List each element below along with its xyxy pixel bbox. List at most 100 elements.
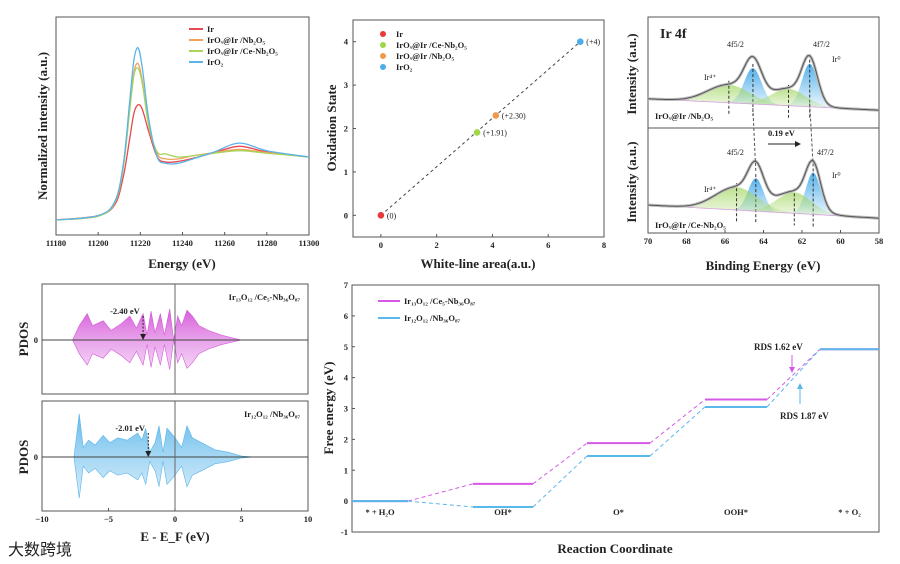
- xps-title: Ir 4f: [660, 27, 687, 42]
- oxidation-x-tick-label: 4: [490, 240, 495, 250]
- xanes-chart: Energy (eV) Normalized intensity (a.u.) …: [35, 16, 320, 271]
- xanes-x-tick-label: 11300: [299, 238, 320, 248]
- pdos-x-tick-label: 0: [173, 514, 177, 524]
- watermark-logo: 大数跨境: [8, 540, 72, 559]
- oxidation-legend-label: IrOₓ@Ir /Ce-Nb₂O₅: [396, 40, 467, 50]
- oxidation-y-tick-label: 3: [344, 80, 348, 90]
- energy-connector-dashed-line: [649, 399, 706, 444]
- xanes-y-axis-title: Normalized intensity (a.u.): [35, 52, 50, 200]
- pdos-panel-label: Ir₁₂O₁₂ /Nb₃₆O₈₇: [244, 409, 300, 419]
- oxidation-y-tick-label: 1: [344, 167, 348, 177]
- pdos-zero-label: 0: [34, 335, 38, 345]
- oxidation-legend-marker: [380, 53, 386, 59]
- peak-label-ir4-top: Ir⁴⁺: [704, 73, 716, 82]
- oxidation-y-tick-label: 2: [344, 124, 348, 134]
- xanes-series-line: [55, 66, 310, 221]
- oxidation-data-point: [473, 129, 481, 136]
- energy-connector-dashed-line: [532, 442, 588, 485]
- xps-x-tick-label: 64: [759, 236, 768, 246]
- oxidation-data-point: [576, 38, 584, 45]
- free-energy-y-tick-label: 1: [344, 465, 348, 475]
- xps-x-tick-label: 70: [644, 236, 653, 246]
- peak-shift-guide-line: [752, 107, 757, 173]
- free-energy-y-tick-label: -1: [341, 527, 348, 537]
- oxidation-legend-label: IrO₂: [396, 62, 413, 72]
- oxidation-y-tick-label: 4: [344, 37, 349, 47]
- ir4-component-peak: [648, 187, 879, 219]
- ir0-component-peak: [648, 68, 879, 111]
- energy-connector-dashed-line: [649, 406, 706, 457]
- pdos-y-axis-title-bottom: PDOS: [16, 440, 31, 475]
- xps-chart: Ir 4f Binding Energy (eV) Intensity (a.u…: [624, 16, 883, 273]
- oxidation-fit-line: [380, 41, 581, 216]
- pdos-x-tick-label: −10: [35, 514, 48, 524]
- energy-connector-dashed-line: [407, 483, 474, 502]
- free-energy-y-tick-label: 0: [344, 496, 348, 506]
- xps-y-axis-title-top: Intensity (a.u.): [624, 33, 639, 114]
- xanes-series-line: [55, 47, 310, 221]
- peak-label-4f52-bottom: 4f5/2: [727, 148, 744, 157]
- peak-label-4f72-bottom: 4f7/2: [817, 148, 834, 157]
- pdos-panel-label: Ir₁₃O₁₂ /Ce₅-Nb₃₆O₈₇: [229, 292, 301, 302]
- ir4-component-peak: [648, 88, 879, 111]
- oxidation-x-tick-label: 8: [602, 240, 606, 250]
- rds-label-blue: RDS 1.87 eV: [780, 411, 829, 421]
- oxidation-y-tick-label: 0: [344, 210, 348, 220]
- pdos-x-axis-title: E - E_F (eV): [140, 529, 209, 544]
- free-energy-y-tick-label: 3: [344, 404, 348, 414]
- ir0-component-peak: [648, 172, 879, 219]
- energy-connector-dashed-line: [407, 500, 474, 508]
- oxidation-data-point: [377, 212, 385, 219]
- pdos-area: [72, 308, 308, 370]
- ir4-component-peak: [648, 192, 879, 219]
- oxidation-data-point: [492, 112, 500, 119]
- pdos-y-axis-title-top: PDOS: [16, 322, 31, 357]
- peak-label-4f72-top: 4f7/2: [813, 40, 830, 49]
- oxidation-point-label: (+1.91): [483, 128, 507, 137]
- xanes-x-tick-label: 11280: [256, 238, 277, 248]
- reaction-step-label: * + H₂O: [365, 507, 395, 517]
- xanes-legend-label: IrO₂: [207, 57, 224, 67]
- xps-x-tick-label: 68: [682, 236, 691, 246]
- oxidation-y-axis-title: Oxidation State: [324, 84, 339, 171]
- xanes-series-line: [55, 103, 310, 221]
- pdos-x-tick-label: −5: [104, 514, 113, 524]
- free-energy-y-tick-label: 4: [344, 373, 349, 383]
- xanes-x-tick-label: 11240: [172, 238, 193, 248]
- xps-y-axis-title-bottom: Intensity (a.u.): [624, 141, 639, 222]
- xanes-x-tick-label: 11220: [130, 238, 151, 248]
- xps-fit-envelope-line: [647, 55, 880, 111]
- oxidation-legend-marker: [380, 42, 386, 48]
- free-energy-y-tick-label: 2: [344, 434, 348, 444]
- oxidation-point-label: (+2.30): [502, 111, 526, 120]
- oxidation-plot-frame: [352, 19, 605, 238]
- xps-x-tick-label: 60: [836, 236, 845, 246]
- free-energy-legend-label: Ir₁₃O₁₂ /Ce₅-Nb₃₆O₈₇: [404, 296, 476, 306]
- energy-connector-dashed-line: [532, 455, 588, 508]
- free-energy-chart: Reaction Coordinate Free energy (eV) -1 0…: [321, 280, 880, 556]
- reaction-step-label: OOH*: [724, 507, 748, 517]
- rds-label-pink: RDS 1.62 eV: [754, 342, 803, 352]
- oxidation-legend-label: IrOₓ@Ir /Nb₂O₅: [396, 51, 454, 61]
- oxidation-state-chart: White-line area(a.u.) Oxidation State 0 2…: [324, 19, 606, 271]
- energy-connector-dashed-line: [766, 348, 821, 400]
- oxidation-point-label: (0): [387, 211, 397, 220]
- pdos-x-tick-label: 10: [304, 514, 313, 524]
- peak-label-ir4-bottom: Ir⁴⁺: [704, 185, 716, 194]
- free-energy-legend-label: Ir₁₂O₁₂ /Nb₃₆O₈₇: [404, 313, 460, 323]
- reaction-step-label: * + O₂: [838, 507, 861, 517]
- xanes-series-line: [55, 62, 310, 221]
- pdos-chart: E - E_F (eV) PDOS PDOS 大数跨境 0 -2.40 eV Ir₁…: [8, 283, 313, 559]
- oxidation-legend-label: Ir: [396, 29, 403, 39]
- oxidation-x-tick-label: 0: [379, 240, 383, 250]
- reaction-step-label: OH*: [494, 507, 511, 517]
- xanes-x-tick-label: 11200: [88, 238, 109, 248]
- free-energy-y-tick-label: 6: [344, 311, 348, 321]
- xanes-legend-label: IrOₓ@Ir /Ce-Nb₂O₅: [207, 46, 278, 56]
- xps-fit-envelope-line: [647, 159, 880, 219]
- xanes-x-axis-title: Energy (eV): [148, 256, 216, 271]
- energy-connector-dashed-line: [766, 348, 821, 408]
- xanes-legend-label: Ir: [207, 24, 214, 34]
- reaction-step-label: O*: [613, 507, 624, 517]
